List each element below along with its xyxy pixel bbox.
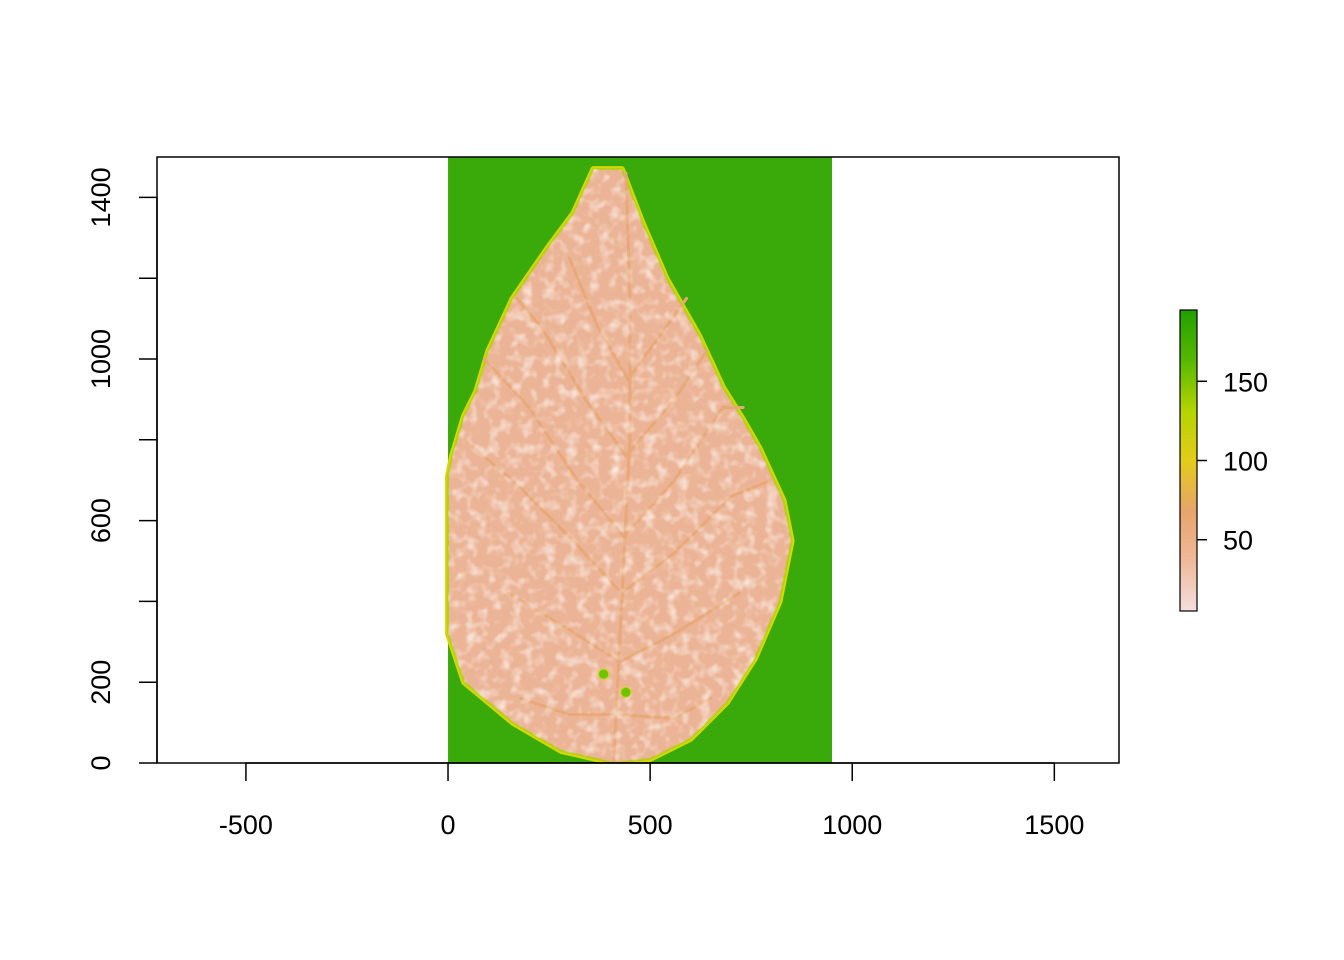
x-tick-label: 1500 — [1024, 810, 1084, 840]
x-axis: -500 0 500 1000 1500 — [219, 762, 1084, 840]
colorbar-tick-label: 150 — [1223, 367, 1268, 397]
y-tick-label: 1000 — [86, 329, 116, 389]
colorbar-ticks: 50 100 150 — [1197, 367, 1268, 556]
colorbar-ramp — [1179, 309, 1198, 612]
y-tick-label: 0 — [86, 755, 116, 770]
leaf-mottling — [448, 169, 792, 763]
x-tick-label: 1000 — [822, 810, 882, 840]
leaf-spot — [620, 686, 632, 698]
y-tick-label: 1400 — [86, 167, 116, 227]
colorbar-legend: 50 100 150 — [1179, 309, 1268, 612]
colorbar-tick-label: 50 — [1223, 526, 1253, 556]
x-tick-label: 0 — [441, 810, 456, 840]
colorbar-tick-label: 100 — [1223, 447, 1268, 477]
x-tick-label: 500 — [628, 810, 673, 840]
y-tick-label: 200 — [86, 660, 116, 705]
x-tick-label: -500 — [219, 810, 273, 840]
y-axis: 0 200 600 1000 1400 — [86, 167, 158, 771]
raster-image — [445, 157, 833, 763]
leaf-spot — [598, 668, 610, 680]
y-tick-label: 600 — [86, 498, 116, 543]
